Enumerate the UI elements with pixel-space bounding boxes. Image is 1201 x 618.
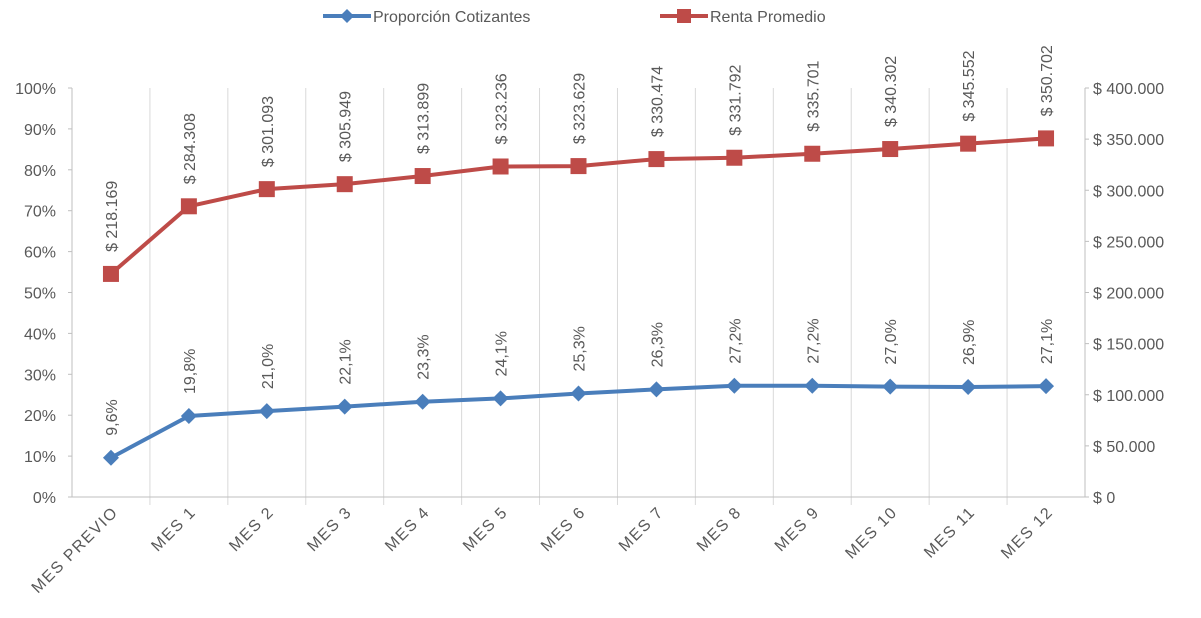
legend-label: Proporción Cotizantes [373,9,530,26]
x-tick-label: MES 4 [382,504,433,555]
data-label: $ 313.899 [416,83,433,154]
x-tick-label: MES 5 [460,504,511,555]
x-tick-label: MES 6 [538,504,589,555]
data-label: 9,6% [104,399,121,435]
point-marker [258,181,275,198]
point-marker [570,158,587,175]
point-marker [102,265,119,282]
x-tick-label: MES 7 [616,504,667,555]
data-label: 23,3% [416,334,433,379]
point-marker [336,176,353,193]
point-marker [492,158,509,175]
y2-tick-label: $ 300.000 [1093,183,1164,200]
x-tick-label: MES 1 [148,504,199,555]
data-label: $ 350.702 [1039,45,1056,116]
x-tick-label: MES 9 [772,504,823,555]
y2-tick-label: $ 400.000 [1093,81,1164,98]
point-marker [648,151,665,168]
data-label: 27,1% [1039,319,1056,364]
point-marker [882,141,899,158]
data-label: 27,2% [805,318,822,363]
point-marker [570,385,587,402]
point-marker [492,390,509,407]
point-marker [1038,378,1055,395]
y-tick-label: 80% [24,163,56,180]
point-marker [726,377,743,394]
y-tick-label: 20% [24,408,56,425]
data-label: $ 323.629 [572,73,589,144]
y-tick-label: 60% [24,245,56,262]
y2-tick-label: $ 50.000 [1093,439,1155,456]
point-marker [180,408,197,425]
data-label: 27,2% [727,318,744,363]
x-tick-label: MES 2 [226,504,277,555]
point-marker [102,449,119,466]
data-label: $ 301.093 [260,96,277,167]
point-marker [1038,130,1055,147]
y2-tick-label: $ 350.000 [1093,132,1164,149]
x-tick-label: MES 8 [694,504,745,555]
data-label: $ 330.474 [649,66,666,137]
data-label: $ 305.949 [338,91,355,162]
point-marker [414,393,431,410]
data-label: $ 331.792 [727,64,744,135]
legend-marker [340,9,354,23]
data-label: 26,3% [649,322,666,367]
data-label: 22,1% [338,339,355,384]
y-tick-label: 70% [24,204,56,221]
y-tick-label: 30% [24,367,56,384]
y2-tick-label: $ 0 [1093,490,1115,507]
x-tick-label: MES 11 [921,504,979,562]
x-tick-label: MES 3 [304,504,355,555]
data-label: $ 340.302 [883,56,900,127]
point-marker [960,378,977,395]
point-marker [804,145,821,162]
y2-tick-label: $ 200.000 [1093,286,1164,303]
point-marker [336,398,353,415]
y-tick-label: 90% [24,122,56,139]
data-label: 19,8% [182,349,199,394]
point-marker [414,168,431,185]
y2-tick-label: $ 250.000 [1093,234,1164,251]
legend-marker [677,9,691,23]
point-marker [258,403,275,420]
y-tick-label: 10% [24,449,56,466]
point-marker [882,378,899,395]
point-marker [960,135,977,152]
y-tick-label: 40% [24,326,56,343]
data-label: $ 345.552 [961,50,978,121]
point-marker [648,381,665,398]
data-label: 21,0% [260,344,277,389]
x-tick-label: MES 12 [998,504,1057,563]
data-label: $ 218.169 [104,181,121,252]
y-tick-label: 100% [15,81,56,98]
data-label: 27,0% [883,319,900,364]
y-tick-label: 0% [33,490,56,507]
y-tick-label: 50% [24,286,56,303]
point-marker [804,377,821,394]
data-label: 24,1% [494,331,511,376]
data-label: 26,9% [961,320,978,365]
y2-tick-label: $ 150.000 [1093,337,1164,354]
point-marker [726,149,743,166]
x-tick-label: MES PREVIO [29,504,122,597]
y2-tick-label: $ 100.000 [1093,388,1164,405]
data-label: $ 323.236 [494,73,511,144]
data-label: $ 335.701 [805,60,822,131]
x-tick-label: MES 10 [842,504,901,563]
legend-label: Renta Promedio [710,9,826,26]
data-label: 25,3% [572,326,589,371]
data-label: $ 284.308 [182,113,199,184]
point-marker [180,198,197,215]
